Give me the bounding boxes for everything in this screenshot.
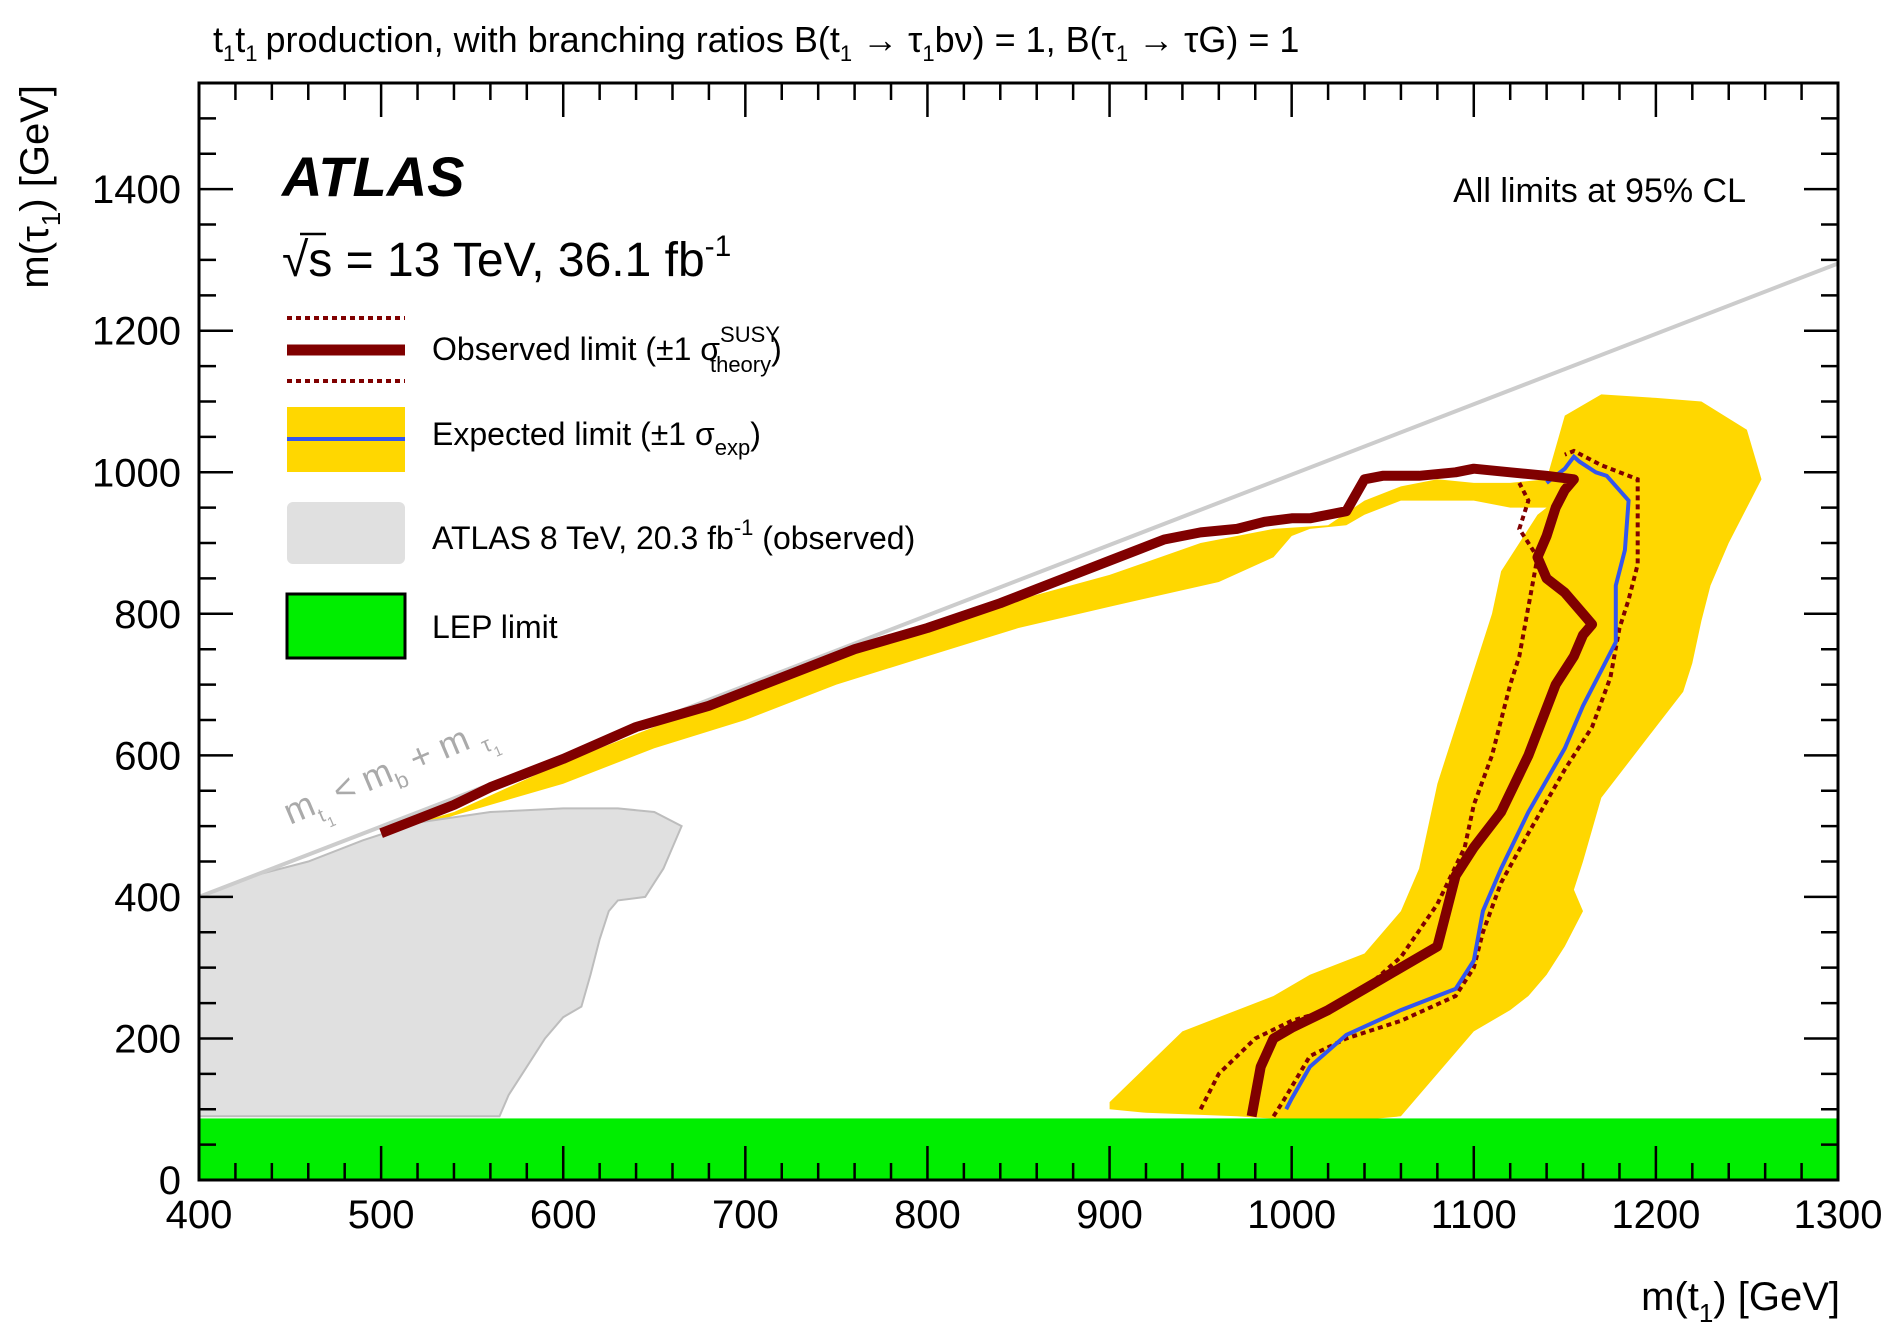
x-tick-label: 800 xyxy=(894,1193,961,1237)
x-tick-label: 600 xyxy=(530,1193,597,1237)
expected-line xyxy=(1284,453,1631,1111)
title-prefix: t xyxy=(213,19,223,60)
y-axis-title: m(τ1) [GeV] xyxy=(13,85,66,289)
legend-expected: Expected limit (±1 σexp) xyxy=(287,407,761,472)
legend-lep: LEP limit xyxy=(285,592,558,660)
x-tick-label: 700 xyxy=(712,1193,779,1237)
axes-layer: 400 500 600 700 800 900 1000 1100 1200 1300 0 200 40… xyxy=(92,81,1883,1237)
lep-region xyxy=(199,1118,1838,1180)
x-tick-label: 1300 xyxy=(1794,1193,1883,1237)
x-tick-label: 1200 xyxy=(1611,1193,1700,1237)
lep-layer xyxy=(199,1118,1838,1180)
y-tick-label: 1400 xyxy=(92,168,181,212)
legend-observed-label: Observed limit (±1 σSUSY theory) xyxy=(432,322,782,377)
cl-note: All limits at 95% CL xyxy=(1453,172,1746,210)
plot-frame xyxy=(197,81,1840,1182)
y-tick-label: 1000 xyxy=(92,451,181,495)
limit-lines-layer xyxy=(379,448,1640,1118)
x-tick-label: 500 xyxy=(348,1193,415,1237)
y-tick-label: 400 xyxy=(114,876,181,920)
legend-atlas8-swatch xyxy=(287,502,405,564)
expected-band xyxy=(381,394,1762,1120)
observed-minus-line xyxy=(1198,481,1540,1111)
x-tick-label: 1000 xyxy=(1247,1193,1336,1237)
chart-title: t1t1 production, with branching ratios B(… xyxy=(213,19,1299,66)
observed-line xyxy=(379,463,1598,1118)
legend-observed: Observed limit (±1 σSUSY theory) xyxy=(287,316,782,383)
atlas8-layer xyxy=(199,807,683,1118)
x-tick-label: 1100 xyxy=(1431,1193,1517,1237)
expected-band-layer xyxy=(381,394,1762,1120)
legend-lep-label: LEP limit xyxy=(432,609,558,645)
legend-lep-swatch xyxy=(285,592,407,660)
y-tick-label: 800 xyxy=(114,593,181,637)
x-tick-label: 400 xyxy=(166,1193,233,1237)
x-axis-title: m(t1) [GeV] xyxy=(1641,1275,1840,1328)
x-tick-label: 900 xyxy=(1076,1193,1143,1237)
y-tick-label: 0 xyxy=(159,1159,181,1203)
legend-atlas8-label: ATLAS 8 TeV, 20.3 fb-1 (observed) xyxy=(432,515,915,556)
sqrt-symbol: √ xyxy=(282,234,309,287)
y-tick-label: 200 xyxy=(114,1017,181,1061)
legend-expected-label: Expected limit (±1 σexp) xyxy=(432,416,761,460)
legend: Observed limit (±1 σSUSY theory) Expected… xyxy=(285,316,915,660)
legend-atlas8: ATLAS 8 TeV, 20.3 fb-1 (observed) xyxy=(287,502,915,564)
y-tick-label: 600 xyxy=(114,734,181,778)
observed-plus-line xyxy=(1271,448,1640,1118)
energy-label: √s = 13 TeV, 36.1 fb-1 xyxy=(282,230,731,287)
atlas8-region xyxy=(199,807,683,1118)
y-tick-label: 1200 xyxy=(92,310,181,354)
experiment-label: ATLAS xyxy=(280,145,465,208)
